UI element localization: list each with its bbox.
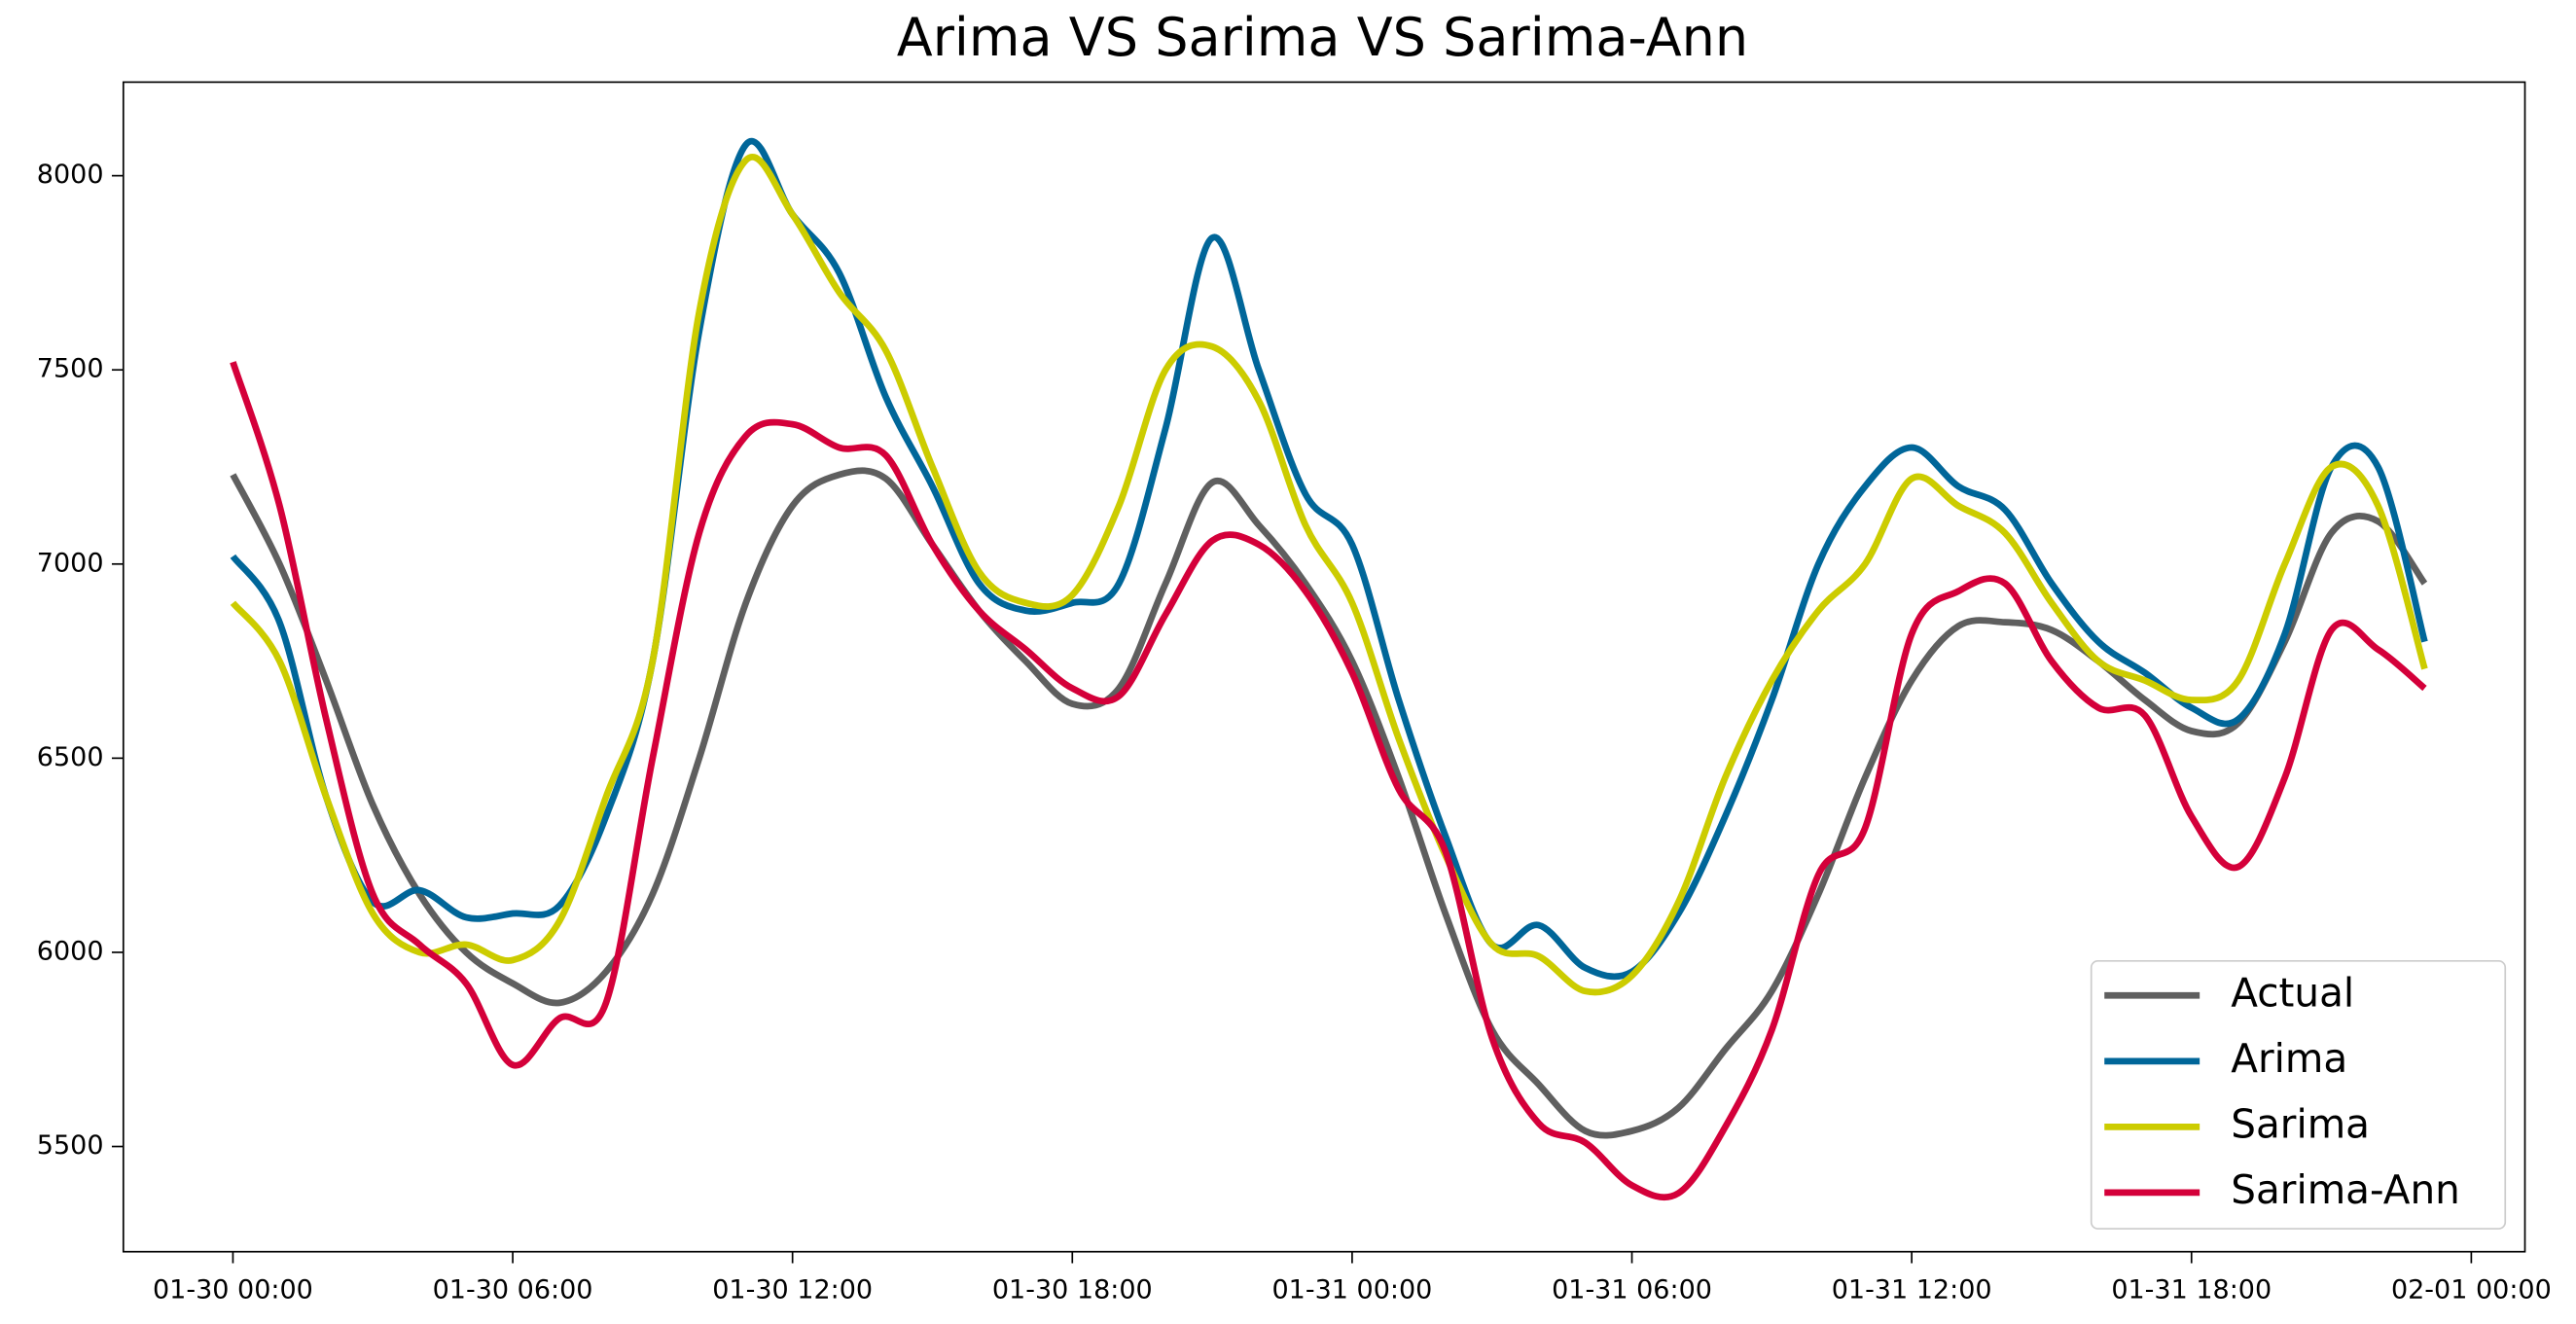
x-tick-label: 01-30 12:00 — [712, 1275, 873, 1306]
series-line — [230, 154, 2428, 996]
x-tick-label: 01-31 06:00 — [1552, 1275, 1712, 1306]
y-tick-label: 7500 — [37, 354, 104, 384]
x-tick-label: 01-30 06:00 — [433, 1275, 593, 1306]
x-tick-label: 01-30 18:00 — [992, 1275, 1153, 1306]
y-tick-label: 6500 — [37, 742, 104, 772]
y-tick-label: 6000 — [37, 936, 104, 966]
legend-box — [2090, 959, 2507, 1230]
x-tick-label: 01-31 00:00 — [1271, 1275, 1432, 1306]
x-tick-label: 01-31 12:00 — [1832, 1275, 1992, 1306]
legend-label: Sarima — [2231, 1100, 2370, 1147]
y-tick-label: 8000 — [37, 160, 104, 190]
plot-frame — [122, 81, 2526, 1253]
series-line — [230, 138, 2428, 981]
x-tick-label: 01-30 00:00 — [153, 1275, 313, 1306]
series-line — [230, 361, 2427, 1200]
x-tick-label: 02-01 00:00 — [2391, 1275, 2552, 1306]
y-tick-label: 7000 — [37, 548, 104, 578]
chart-title: Arima VS Sarima VS Sarima-Ann — [897, 7, 1748, 68]
legend-label: Arima — [2231, 1035, 2347, 1082]
x-tick-label: 01-31 18:00 — [2111, 1275, 2272, 1306]
y-tick-label: 5500 — [37, 1130, 104, 1161]
legend-label: Actual — [2231, 969, 2354, 1016]
legend-label: Sarima-Ann — [2231, 1166, 2460, 1213]
